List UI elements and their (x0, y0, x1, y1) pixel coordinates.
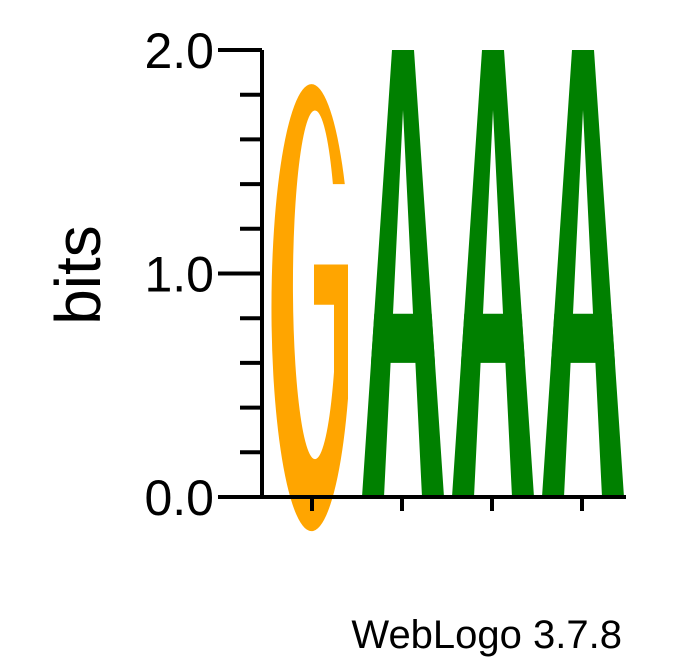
letter-a-legs (362, 50, 444, 497)
y-tick-label: 1.0 (144, 247, 214, 303)
y-axis-label: bits (42, 225, 114, 325)
logo-letters (271, 50, 624, 532)
y-tick-label: 0.0 (144, 470, 214, 526)
logo-letter-a (452, 50, 534, 497)
y-tick-label: 2.0 (144, 23, 214, 79)
letter-g-shape (271, 84, 348, 532)
letter-a-crossbar (461, 313, 525, 363)
letter-a-crossbar (551, 313, 615, 363)
letter-a-crossbar (371, 313, 435, 363)
y-axis: 0.0 1.0 2.0 (144, 23, 626, 526)
logo-letter-a (542, 50, 624, 497)
x-axis-ticks (310, 497, 584, 511)
letter-a-legs (542, 50, 624, 497)
logo-letter-a (362, 50, 444, 497)
logo-letter-g (271, 84, 348, 532)
weblogo-credit: WebLogo 3.7.8 (351, 613, 622, 657)
letter-a-legs (452, 50, 534, 497)
